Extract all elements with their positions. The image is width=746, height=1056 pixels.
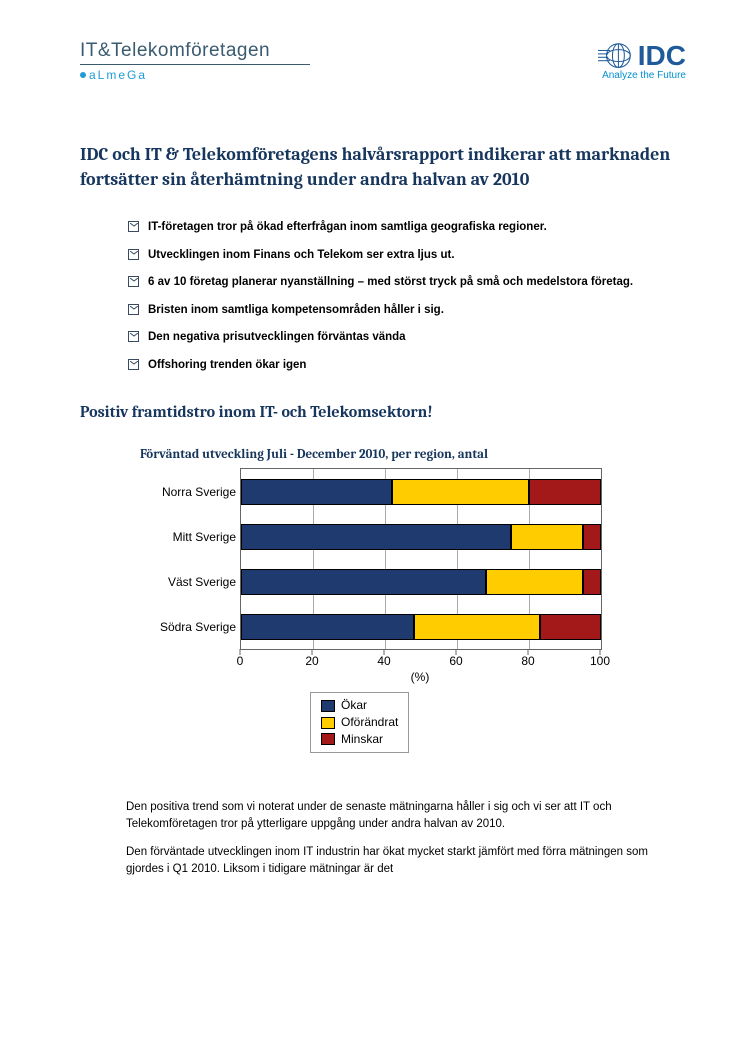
chart-ylabel: Väst Sverige — [141, 569, 236, 595]
chart-legend: ÖkarOförändratMinskar — [310, 692, 409, 752]
bullet-item: Bristen inom samtliga kompetensområden h… — [128, 303, 686, 319]
chart-xtick-label: 100 — [590, 654, 610, 668]
section-subhead: Positiv framtidstro inom IT- och Telekom… — [80, 403, 686, 421]
page-title: IDC och IT & Telekomföretagens halvårsra… — [80, 142, 686, 192]
globe-icon — [598, 42, 632, 69]
dot-icon — [80, 72, 86, 78]
envelope-bullet-icon — [128, 221, 139, 232]
chart-ylabel: Södra Sverige — [141, 614, 236, 640]
chart-xticks: 020406080100 — [240, 650, 600, 668]
body-paragraph: Den positiva trend som vi noterat under … — [126, 799, 666, 832]
envelope-bullet-icon — [128, 331, 139, 342]
logo-left-line1: IT&Telekomföretagen — [80, 40, 310, 62]
chart-bar-segment — [241, 569, 486, 595]
chart-bar-segment — [392, 479, 529, 505]
logo-left-line2: aLmeGa — [80, 68, 310, 82]
legend-swatch — [321, 700, 335, 712]
chart-xlabel: (%) — [240, 670, 600, 684]
envelope-bullet-icon — [128, 249, 139, 260]
logo-idc: IDC Analyze the Future — [598, 40, 686, 81]
bullet-item: 6 av 10 företag planerar nyanställning –… — [128, 275, 686, 291]
legend-label: Minskar — [341, 731, 383, 748]
legend-item: Ökar — [321, 697, 398, 714]
chart-bar-segment — [540, 614, 601, 640]
chart-bar-row: Norra Sverige — [241, 479, 601, 505]
bullet-text: IT-företagen tror på ökad efterfrågan in… — [148, 221, 547, 233]
envelope-bullet-icon — [128, 304, 139, 315]
chart-bar-row: Väst Sverige — [241, 569, 601, 595]
chart-bar-segment — [414, 614, 540, 640]
bullet-text: Bristen inom samtliga kompetensområden h… — [148, 304, 444, 316]
chart-xtick-label: 20 — [305, 654, 318, 668]
legend-label: Ökar — [341, 697, 367, 714]
legend-label: Oförändrat — [341, 714, 398, 731]
logo-it-telekom: IT&Telekomföretagen aLmeGa — [80, 40, 310, 82]
report-page: IT&Telekomföretagen aLmeGa — [0, 0, 746, 1056]
legend-item: Minskar — [321, 731, 398, 748]
chart-title: Förväntad utveckling Juli - December 201… — [140, 447, 620, 462]
bullet-text: Offshoring trenden ökar igen — [148, 359, 306, 371]
legend-swatch — [321, 733, 335, 745]
chart-xtick-label: 0 — [237, 654, 244, 668]
bullet-list: IT-företagen tror på ökad efterfrågan in… — [80, 220, 686, 373]
chart-container: Förväntad utveckling Juli - December 201… — [140, 447, 620, 752]
chart-bar-segment — [511, 524, 583, 550]
chart-bar-row: Mitt Sverige — [241, 524, 601, 550]
bullet-item: Offshoring trenden ökar igen — [128, 358, 686, 374]
chart-bar-segment — [241, 479, 392, 505]
chart-xtick-label: 80 — [521, 654, 534, 668]
body-paragraph: Den förväntade utvecklingen inom IT indu… — [126, 844, 666, 877]
envelope-bullet-icon — [128, 276, 139, 287]
chart-xtick-label: 60 — [449, 654, 462, 668]
chart-ylabel: Mitt Sverige — [141, 524, 236, 550]
bullet-text: 6 av 10 företag planerar nyanställning –… — [148, 276, 633, 288]
chart-bar-segment — [486, 569, 583, 595]
legend-item: Oförändrat — [321, 714, 398, 731]
bullet-text: Den negativa prisutvecklingen förväntas … — [148, 331, 406, 343]
chart-bar-row: Södra Sverige — [241, 614, 601, 640]
bullet-text: Utvecklingen inom Finans och Telekom ser… — [148, 249, 455, 261]
legend-swatch — [321, 717, 335, 729]
chart-bar-segment — [529, 479, 601, 505]
logo-idc-tagline: Analyze the Future — [598, 70, 686, 81]
chart-bar-segment — [241, 524, 511, 550]
bullet-item: IT-företagen tror på ökad efterfrågan in… — [128, 220, 686, 236]
chart-ylabel: Norra Sverige — [141, 479, 236, 505]
chart-plot-area: Norra Sverige Mitt Sverige Väst Sverige Söd… — [240, 468, 602, 650]
chart-bar-segment — [583, 569, 601, 595]
bullet-item: Den negativa prisutvecklingen förväntas … — [128, 330, 686, 346]
logo-idc-text: IDC — [638, 40, 686, 72]
logo-left-sub: aLmeGa — [89, 68, 147, 82]
envelope-bullet-icon — [128, 359, 139, 370]
bullet-item: Utvecklingen inom Finans och Telekom ser… — [128, 248, 686, 264]
header-logos: IT&Telekomföretagen aLmeGa — [80, 40, 686, 82]
chart-bar-segment — [241, 614, 414, 640]
chart-xtick-label: 40 — [377, 654, 390, 668]
body-text: Den positiva trend som vi noterat under … — [126, 799, 666, 878]
chart-bar-segment — [583, 524, 601, 550]
